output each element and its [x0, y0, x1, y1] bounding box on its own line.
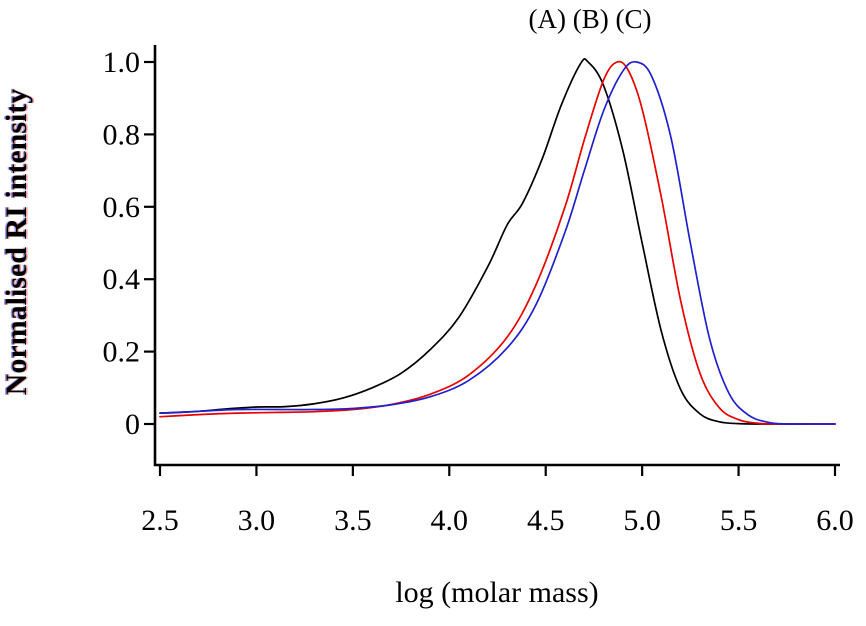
y-tick-label: 0.8: [103, 118, 141, 151]
y-tick-label: 0.2: [103, 336, 141, 369]
chart-title: (A) (B) (C): [528, 4, 652, 34]
x-tick-label: 3.0: [238, 504, 276, 537]
axis-spines: [153, 45, 840, 467]
x-tick-label: 5.5: [720, 504, 758, 537]
axes: [153, 45, 840, 467]
x-tick-label: 4.5: [527, 504, 565, 537]
x-tick-label: 6.0: [816, 504, 854, 537]
axis-ticks: [144, 60, 837, 476]
y-tick-label: 0.4: [103, 263, 141, 296]
x-tick-label: 4.0: [431, 504, 469, 537]
curve-C: [159, 60, 836, 425]
y-tick-label: 0.6: [103, 191, 141, 224]
y-tick-label: 0: [125, 408, 140, 441]
axis-tick-labels: 2.5 3.0 3.5 4.0 4.5 5.0 5.5 6.0 0 0.2 0.4 0.6 0.8 1.0: [103, 46, 854, 537]
x-tick-label: 5.0: [623, 504, 661, 537]
x-tick-label: 3.5: [334, 504, 372, 537]
curve-A: [159, 57, 836, 425]
x-tick-label: 2.5: [141, 504, 179, 537]
x-axis-label: log (molar mass): [395, 576, 599, 609]
curve-B: [159, 60, 836, 425]
y-tick-label: 1.0: [103, 46, 141, 79]
data-curves: [159, 57, 836, 425]
